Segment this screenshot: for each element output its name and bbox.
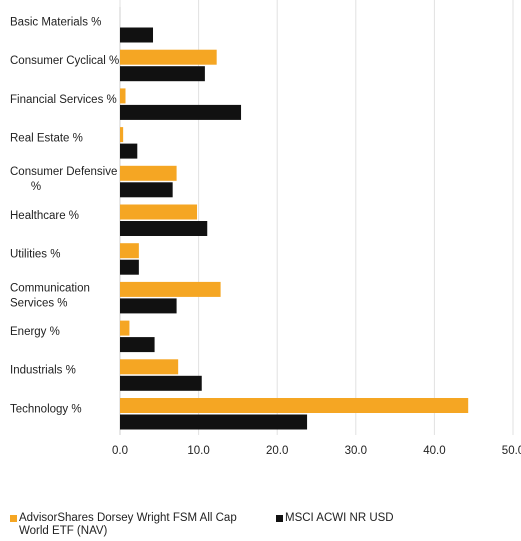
- legend-swatch-series-2: [276, 515, 283, 522]
- category-label-8: Energy %: [10, 326, 60, 338]
- category-label-7: Communication Services %: [10, 282, 90, 309]
- x-tick-label-2: 20.0: [266, 445, 288, 457]
- category-label-10: Technology %: [10, 403, 82, 415]
- legend-item-series-2: MSCI ACWI NR USD: [276, 512, 516, 525]
- bar-series-2-10: [120, 414, 308, 430]
- bars: [120, 27, 469, 430]
- legend: AdvisorShares Dorsey Wright FSM All Cap …: [0, 512, 521, 541]
- bar-series-1-4: [120, 165, 177, 181]
- svg-text:Financial Services %: Financial Services %: [10, 94, 117, 106]
- bar-series-2-5: [120, 221, 208, 236]
- category-label-5: Healthcare %: [10, 210, 79, 222]
- bar-series-1-6: [120, 243, 139, 259]
- category-label-6: Utilities %: [10, 249, 60, 261]
- bar-series-1-9: [120, 359, 179, 375]
- svg-text:Communication: Communication: [10, 282, 90, 294]
- category-label-4: Consumer Defensive%: [10, 166, 117, 193]
- bar-series-2-9: [120, 375, 202, 391]
- svg-text:%: %: [31, 181, 41, 193]
- legend-label-series-1: AdvisorShares Dorsey Wright FSM All Cap …: [19, 512, 237, 537]
- svg-text:Consumer Cyclical %: Consumer Cyclical %: [10, 55, 119, 67]
- x-axis-ticks: 0.0 10.0 20.0 30.0 40.0 50.0: [112, 445, 521, 457]
- svg-text:Utilities %: Utilities %: [10, 249, 60, 261]
- svg-text:Energy %: Energy %: [10, 326, 60, 338]
- x-tick-label-0: 0.0: [112, 445, 128, 457]
- svg-text:Services %: Services %: [10, 297, 68, 309]
- x-tick-label-4: 40.0: [423, 445, 445, 457]
- legend-label-series-2: MSCI ACWI NR USD: [285, 512, 394, 524]
- bar-series-1-2: [120, 88, 126, 104]
- legend-swatch-series-1: [10, 515, 17, 522]
- bar-series-1-3: [120, 127, 124, 143]
- x-tick-label-3: 30.0: [345, 445, 367, 457]
- category-label-9: Industrials %: [10, 365, 76, 377]
- bar-series-1-7: [120, 281, 221, 297]
- category-labels: Basic Materials % Consumer Cyclical % Fina…: [10, 16, 119, 415]
- svg-text:Industrials %: Industrials %: [10, 365, 76, 377]
- x-tick-label-1: 10.0: [187, 445, 209, 457]
- bar-series-1-5: [120, 204, 198, 220]
- bar-series-1-8: [120, 320, 130, 336]
- bar-series-2-7: [120, 298, 177, 314]
- legend-item-series-1: AdvisorShares Dorsey Wright FSM All Cap …: [10, 512, 260, 538]
- bar-series-2-2: [120, 104, 242, 120]
- category-label-0: Basic Materials %: [10, 16, 101, 28]
- svg-text:Basic Materials %: Basic Materials %: [10, 16, 101, 28]
- svg-text:Healthcare %: Healthcare %: [10, 210, 79, 222]
- category-label-1: Consumer Cyclical %: [10, 55, 119, 67]
- x-tick-label-5: 50.0: [502, 445, 521, 457]
- bar-series-2-1: [120, 66, 205, 82]
- bar-series-2-4: [120, 182, 173, 198]
- category-label-3: Real Estate %: [10, 132, 83, 144]
- bar-series-1-10: [120, 398, 469, 413]
- bar-series-2-3: [120, 143, 138, 159]
- svg-text:Technology %: Technology %: [10, 403, 82, 415]
- bar-series-1-1: [120, 49, 217, 65]
- svg-text:Real Estate %: Real Estate %: [10, 132, 83, 144]
- category-label-2: Financial Services %: [10, 94, 117, 106]
- bar-series-2-6: [120, 259, 139, 275]
- svg-text:Consumer Defensive: Consumer Defensive: [10, 166, 117, 178]
- bar-series-2-8: [120, 337, 155, 353]
- bar-series-2-0: [120, 27, 154, 43]
